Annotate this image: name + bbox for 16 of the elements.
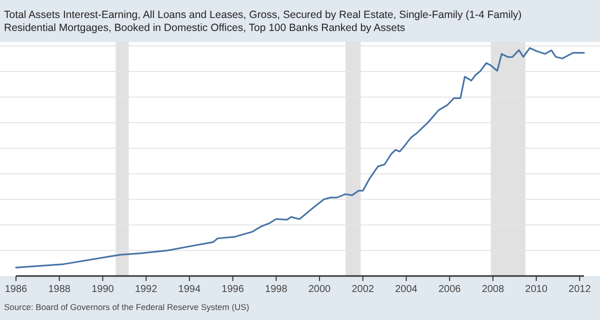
x-tick-label: 2000 [308,284,332,295]
x-tick-label: 2008 [482,284,505,295]
source-note: Source: Board of Governors of the Federal Reserve System (US) [4,302,250,312]
x-tick-label: 2006 [438,284,462,295]
x-tick-label: 2002 [352,284,374,295]
x-tick-label: 1990 [92,284,114,295]
x-tick-label: 1994 [178,284,201,295]
chart-title: Total Assets Interest-Earning, All Loans and Leases, Gross, Secured by Real Estate, Single-Family (1-4 Family) Residential Mortgages, Booked in Domestic Offices, Top 100 Banks Ranked by Assets [4,9,522,34]
x-tick-label: 1998 [265,284,288,295]
x-tick-label: 1996 [222,284,244,295]
x-tick-label: 1992 [134,284,158,295]
x-tick-label: 2004 [395,284,418,295]
x-tick-label: 1986 [4,284,28,295]
x-tick-label: 2010 [525,284,548,295]
x-tick-label: 2012 [568,284,592,295]
x-tick-label: 1988 [48,284,71,295]
